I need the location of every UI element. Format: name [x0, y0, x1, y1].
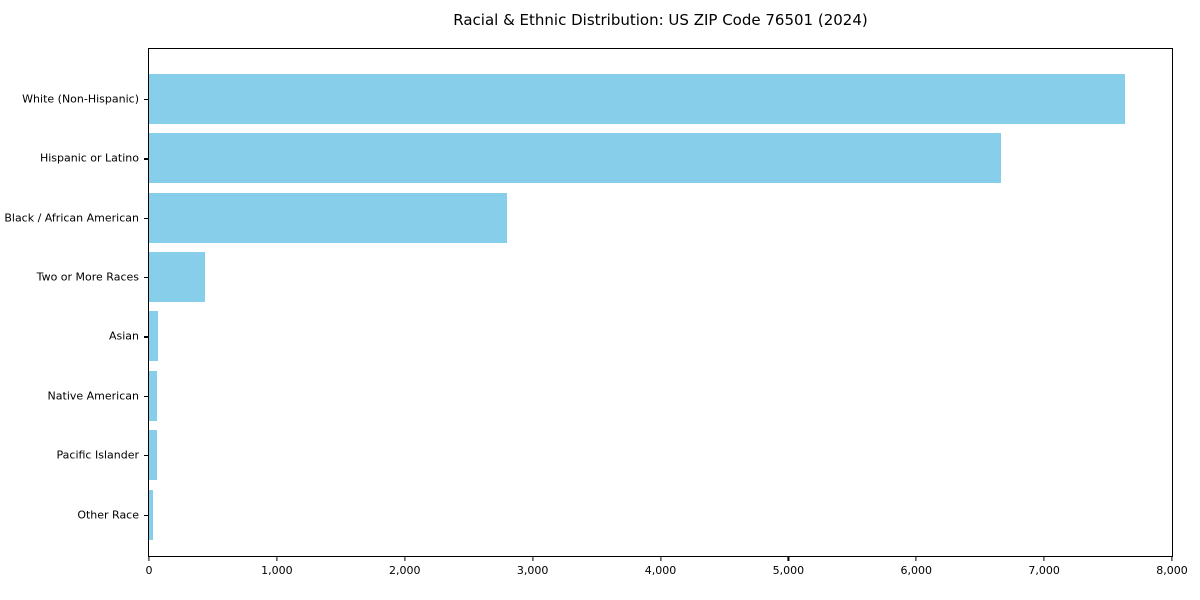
x-tick-label: 2,000: [389, 564, 421, 577]
bar: [149, 74, 1125, 124]
category-label: Black / African American: [4, 211, 139, 225]
y-axis-tick: [144, 455, 148, 457]
bar: [149, 489, 153, 540]
bar-row: Hispanic or Latino: [40, 133, 1172, 184]
category-label: Other Race: [77, 508, 139, 522]
x-tick-label: 8,000: [1156, 564, 1188, 577]
x-axis-tick: [1043, 557, 1045, 561]
category-label: Native American: [47, 389, 139, 403]
x-axis-tick: [1171, 557, 1173, 561]
x-tick-label: 3,000: [516, 564, 549, 577]
bar: [149, 133, 1002, 184]
y-axis-tick: [144, 277, 148, 279]
category-label: Two or More Races: [36, 270, 139, 284]
category-label: White (Non-Hispanic): [22, 92, 139, 106]
y-axis-tick: [144, 514, 148, 516]
bar-row: Black / African American: [4, 192, 1172, 243]
x-tick-label: 0: [145, 564, 153, 577]
bar-row: Other Race: [77, 489, 1172, 540]
bar: [149, 311, 158, 362]
x-tick-label: 5,000: [772, 564, 805, 577]
x-tick-label: 4,000: [644, 564, 677, 577]
category-label: Pacific Islander: [56, 448, 139, 462]
bar-row: Asian: [109, 311, 1172, 362]
x-axis-tick: [404, 557, 406, 561]
y-axis-tick: [144, 99, 148, 101]
y-axis-tick: [144, 158, 148, 160]
bar-row: Native American: [48, 370, 1172, 421]
x-axis-tick: [148, 557, 150, 561]
bar: [149, 370, 158, 421]
bar: [149, 252, 205, 303]
x-axis-tick: [787, 557, 789, 561]
bar: [149, 192, 508, 243]
y-axis-tick: [144, 395, 148, 397]
x-tick-label: 1,000: [261, 564, 293, 577]
bar-row: White (Non-Hispanic): [22, 74, 1172, 124]
x-tick-label: 6,000: [900, 564, 933, 577]
x-axis-tick: [659, 557, 662, 561]
category-label: Asian: [108, 329, 139, 343]
plot-area: White (Non-Hispanic) Hispanic or Latino Bl…: [4, 48, 1188, 577]
x-axis-tick: [532, 557, 534, 561]
bar: [149, 430, 157, 481]
x-axis-tick: [915, 557, 917, 561]
y-axis-tick: [144, 336, 148, 338]
y-axis-tick: [144, 217, 148, 219]
bar-row: Pacific Islander: [57, 430, 1172, 481]
x-axis-tick: [276, 557, 278, 561]
bar-row: Two or More Races: [37, 252, 1172, 303]
category-label: Hispanic or Latino: [39, 151, 139, 165]
x-tick-label: 7,000: [1028, 564, 1060, 577]
chart-title: Racial & Ethnic Distribution: US ZIP Cod…: [453, 11, 868, 29]
